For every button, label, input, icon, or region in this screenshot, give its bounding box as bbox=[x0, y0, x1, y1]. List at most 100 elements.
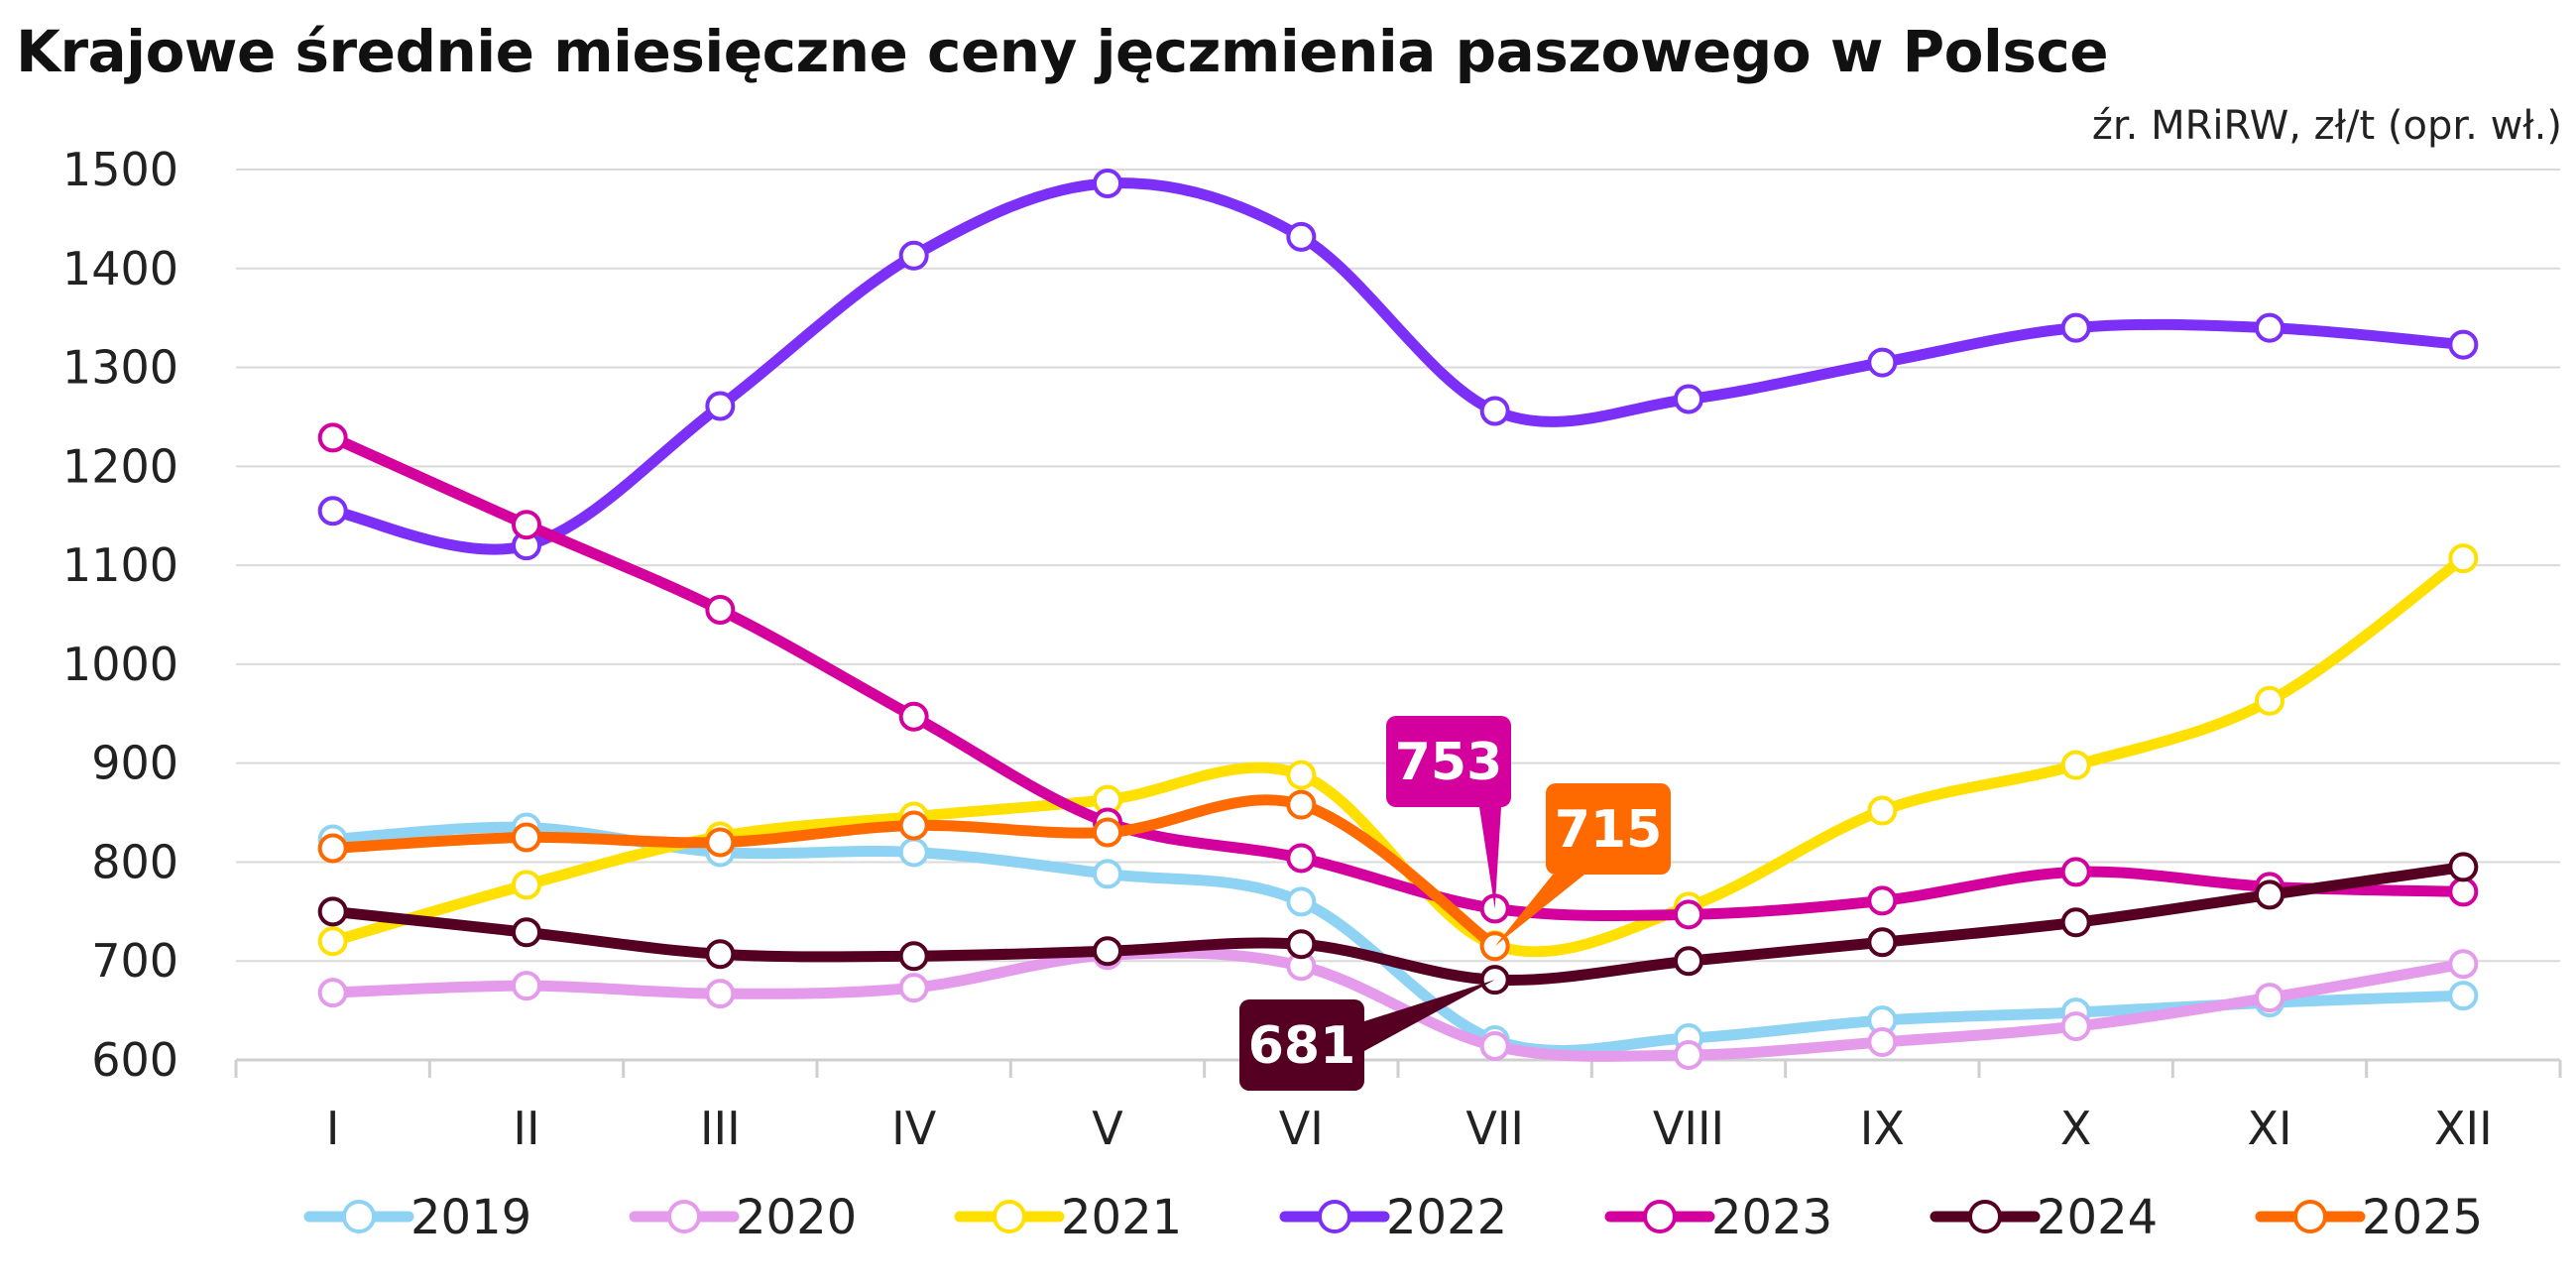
data-point-2024-II bbox=[512, 917, 541, 948]
y-tick-label: 1500 bbox=[62, 143, 178, 196]
callout-pointer bbox=[1364, 980, 1495, 1051]
legend-marker bbox=[1318, 1200, 1351, 1233]
y-tick-label: 1400 bbox=[62, 242, 178, 295]
data-point-2021-IX bbox=[1867, 795, 1898, 826]
data-point-2023-III bbox=[705, 595, 736, 626]
callout-value: 715 bbox=[1555, 800, 1663, 860]
data-point-2024-XII bbox=[2448, 852, 2479, 882]
legend-label: 2021 bbox=[1061, 1190, 1182, 1245]
legend-marker bbox=[993, 1200, 1026, 1233]
legend-item-2023: 2023 bbox=[1604, 1190, 1832, 1245]
series-lines bbox=[317, 168, 2479, 1071]
callout-2024: 681 bbox=[1239, 980, 1495, 1091]
data-point-2023-VI bbox=[1286, 843, 1317, 874]
series-2025 bbox=[317, 789, 1510, 962]
y-tick-label: 900 bbox=[91, 737, 178, 790]
callout-box bbox=[1386, 716, 1511, 807]
x-tick-label: VIII bbox=[1653, 1102, 1724, 1155]
data-point-2024-I bbox=[317, 896, 348, 927]
data-point-2020-II bbox=[512, 971, 541, 1001]
callout-2023: 753 bbox=[1386, 716, 1511, 909]
data-point-2025-II bbox=[512, 822, 541, 853]
data-point-2024-X bbox=[2060, 907, 2091, 938]
callout-value: 753 bbox=[1395, 733, 1503, 792]
data-point-2020-I bbox=[317, 978, 348, 1008]
y-tick-label: 600 bbox=[91, 1033, 178, 1087]
data-point-2023-XII bbox=[2448, 877, 2479, 907]
data-point-2024-VI bbox=[1286, 929, 1317, 960]
data-point-2020-VIII bbox=[1674, 1040, 1703, 1071]
data-point-2022-VI bbox=[1286, 221, 1317, 252]
x-tick-label: X bbox=[2060, 1102, 2092, 1155]
series-line-2023 bbox=[327, 431, 2469, 922]
x-tick-label: VI bbox=[1279, 1102, 1324, 1155]
callout-2025: 715 bbox=[1494, 783, 1671, 947]
y-tick-label: 800 bbox=[91, 835, 178, 888]
callouts: 753 715 681 bbox=[1239, 716, 1671, 1091]
legend-label: 2022 bbox=[1386, 1190, 1507, 1245]
data-point-2025-III bbox=[705, 827, 736, 858]
legend-item-2020: 2020 bbox=[629, 1190, 857, 1245]
legend-marker bbox=[342, 1200, 376, 1233]
data-point-2020-X bbox=[2060, 1011, 2091, 1042]
legend-item-2024: 2024 bbox=[1930, 1190, 2158, 1245]
legend-label: 2019 bbox=[410, 1190, 531, 1245]
data-point-2020-VII bbox=[1479, 1031, 1510, 1062]
legend-item-2019: 2019 bbox=[303, 1190, 531, 1245]
callout-pointer bbox=[1494, 875, 1584, 947]
legend: 2019 2020 2021 2022 2023 2024 2025 bbox=[303, 1190, 2483, 1245]
series-2024 bbox=[317, 852, 2479, 995]
data-point-2023-I bbox=[317, 422, 348, 453]
legend-item-2022: 2022 bbox=[1279, 1190, 1507, 1245]
callout-value: 681 bbox=[1248, 1016, 1356, 1076]
chart-title: Krajowe średnie miesięczne ceny jęczmien… bbox=[16, 18, 2109, 85]
data-point-2019-VI bbox=[1286, 886, 1317, 917]
data-point-2024-IV bbox=[898, 941, 929, 972]
x-tick-label: XI bbox=[2247, 1102, 2291, 1155]
data-point-2020-XII bbox=[2448, 949, 2479, 980]
legend-marker bbox=[1968, 1200, 2002, 1233]
data-point-2025-I bbox=[317, 833, 348, 864]
data-point-2022-V bbox=[1093, 168, 1122, 198]
data-point-2019-XII bbox=[2448, 981, 2479, 1011]
data-point-2019-IV bbox=[898, 837, 929, 868]
data-point-2024-III bbox=[705, 939, 736, 970]
data-point-2021-II bbox=[512, 870, 541, 900]
data-point-2021-VI bbox=[1286, 760, 1317, 790]
x-tick-label: IX bbox=[1860, 1102, 1905, 1155]
data-point-2022-VII bbox=[1479, 396, 1510, 426]
x-tick-label: II bbox=[513, 1102, 539, 1155]
y-tick-label: 1200 bbox=[62, 439, 178, 493]
data-point-2020-XI bbox=[2255, 983, 2284, 1013]
data-point-2024-XI bbox=[2255, 879, 2284, 910]
data-point-2022-XII bbox=[2448, 329, 2479, 360]
data-point-2022-X bbox=[2060, 312, 2091, 343]
data-point-2022-XI bbox=[2255, 312, 2284, 343]
data-point-2023-VIII bbox=[1674, 899, 1703, 930]
data-point-2024-V bbox=[1093, 936, 1122, 967]
data-point-2023-II bbox=[512, 510, 541, 540]
y-tick-label: 1000 bbox=[62, 638, 178, 691]
callout-pointer bbox=[1479, 807, 1501, 909]
legend-label: 2020 bbox=[736, 1190, 857, 1245]
callout-box bbox=[1546, 783, 1671, 875]
data-point-2020-IX bbox=[1867, 1027, 1898, 1058]
source-note: źr. MRiRW, zł/t (opr. wł.) bbox=[2091, 103, 2562, 149]
legend-label: 2024 bbox=[2037, 1190, 2158, 1245]
data-point-2022-I bbox=[317, 496, 348, 527]
legend-label: 2025 bbox=[2362, 1190, 2483, 1245]
callout-box bbox=[1239, 999, 1364, 1091]
data-point-2021-I bbox=[317, 926, 348, 957]
legend-marker bbox=[1643, 1200, 1677, 1233]
data-point-2023-X bbox=[2060, 857, 2091, 887]
data-point-2022-IV bbox=[898, 240, 929, 271]
data-point-2022-VIII bbox=[1674, 384, 1703, 414]
data-point-2022-III bbox=[705, 391, 736, 421]
data-point-2021-XII bbox=[2448, 543, 2479, 574]
x-tick-label: III bbox=[700, 1102, 741, 1155]
x-tick-label: I bbox=[326, 1102, 340, 1155]
x-axis: I II III IV V VI VII VIII IX X XI XII bbox=[234, 1058, 2562, 1155]
series-line-2024 bbox=[327, 861, 2469, 987]
data-point-2021-XI bbox=[2255, 685, 2284, 716]
